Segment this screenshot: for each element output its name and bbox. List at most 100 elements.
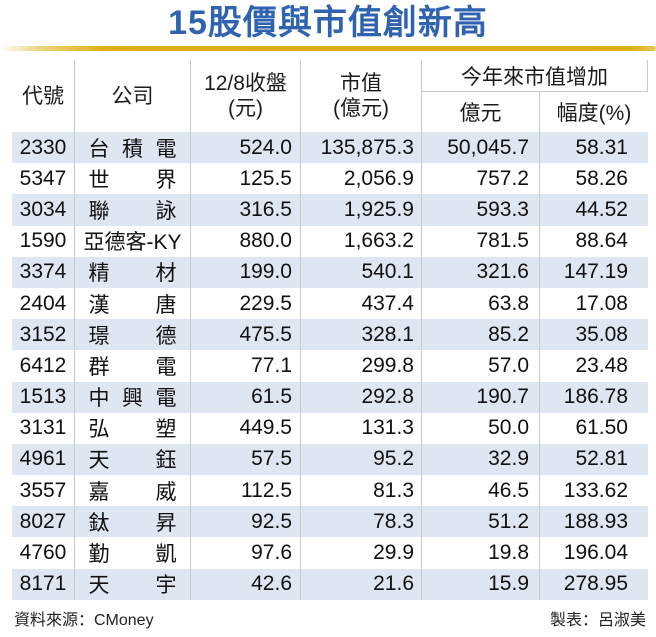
cell-company: 聯詠 bbox=[75, 194, 191, 226]
cell-code: 2404 bbox=[12, 287, 75, 320]
cell-code: 3034 bbox=[12, 194, 75, 226]
cell-close-price: 229.5 bbox=[191, 287, 301, 320]
table-body: 2330 台積電 524.0 135,875.3 50,045.7 58.31 … bbox=[12, 132, 648, 600]
cell-increase-pct: 147.19 bbox=[563, 260, 628, 284]
cell-close-price: 524.0 bbox=[191, 132, 301, 164]
cell-increase-amount: 63.8 bbox=[422, 287, 540, 320]
table-row: 6412 群電 77.1 299.8 57.0 23.48 bbox=[12, 350, 648, 382]
table-row: 3034 聯詠 316.5 1,925.9 593.3 44.52 bbox=[12, 194, 648, 226]
cell-close-price: 42.6 bbox=[191, 568, 301, 600]
cell-increase-pct: 58.26 bbox=[575, 166, 628, 190]
company-name: 漢唐 bbox=[88, 293, 177, 317]
cell-increase-pct: 88.64 bbox=[575, 229, 628, 253]
cell-company: 鈦昇 bbox=[75, 506, 191, 538]
header-marketcap-line2: (億元) bbox=[333, 97, 389, 120]
cell-company: 精材 bbox=[75, 256, 191, 288]
cell-increase-amount: 15.9 bbox=[422, 568, 540, 600]
cell-market-cap: 135,875.3 bbox=[301, 132, 422, 164]
header-marketcap: 市值 (億元) bbox=[301, 60, 422, 132]
header-code: 代號 bbox=[12, 60, 75, 132]
table-row: 3557 嘉威 112.5 81.3 46.5 133.62 bbox=[12, 475, 648, 507]
cell-code: 8027 bbox=[12, 506, 75, 538]
cell-close-price: 880.0 bbox=[191, 225, 301, 257]
header-marketcap-line1: 市值 bbox=[340, 72, 382, 95]
company-name: 聯詠 bbox=[88, 199, 177, 223]
cell-increase-amount: 757.2 bbox=[422, 163, 540, 195]
cell-company: 亞德客-KY bbox=[75, 225, 191, 257]
cell-increase-amount: 50.0 bbox=[422, 412, 540, 444]
cell-increase-amount: 57.0 bbox=[422, 350, 540, 382]
table-row: 3374 精材 199.0 540.1 321.6 147.19 bbox=[12, 256, 648, 288]
cell-company: 群電 bbox=[75, 350, 191, 382]
table-row: 2330 台積電 524.0 135,875.3 50,045.7 58.31 bbox=[12, 132, 648, 164]
gold-divider-rule bbox=[0, 46, 656, 51]
footer: 資料來源：CMoney 製表：呂淑美 bbox=[14, 606, 646, 630]
cell-market-cap: 1,925.9 bbox=[301, 194, 422, 226]
company-name: 世界 bbox=[88, 168, 177, 192]
table-row: 1513 中興電 61.5 292.8 190.7 186.78 bbox=[12, 381, 648, 413]
table-row: 4760 勤凱 97.6 29.9 19.8 196.04 bbox=[12, 537, 648, 569]
table-row: 3152 璟德 475.5 328.1 85.2 35.08 bbox=[12, 319, 648, 351]
cell-increase-pct: 52.81 bbox=[575, 447, 628, 471]
cell-company: 璟德 bbox=[75, 319, 191, 351]
cell-company: 台積電 bbox=[75, 132, 191, 164]
cell-market-cap: 437.4 bbox=[301, 287, 422, 320]
cell-code: 6412 bbox=[12, 350, 75, 382]
cell-code: 3374 bbox=[12, 256, 75, 288]
cell-close-price: 92.5 bbox=[191, 506, 301, 538]
company-name: 群電 bbox=[88, 355, 177, 379]
cell-increase-pct: 35.08 bbox=[575, 322, 628, 346]
table-row: 8027 鈦昇 92.5 78.3 51.2 188.93 bbox=[12, 506, 648, 538]
data-source-label: 資料來源：CMoney bbox=[14, 611, 154, 629]
cell-code: 3152 bbox=[12, 319, 75, 351]
cell-close-price: 97.6 bbox=[191, 537, 301, 569]
table-row: 2404 漢唐 229.5 437.4 63.8 17.08 bbox=[12, 287, 648, 320]
cell-close-price: 449.5 bbox=[191, 412, 301, 444]
cell-code: 3131 bbox=[12, 412, 75, 444]
cell-increase-amount: 46.5 bbox=[422, 475, 540, 507]
cell-increase-amount: 50,045.7 bbox=[422, 132, 540, 164]
cell-code: 3557 bbox=[12, 475, 75, 507]
table-row: 4961 天鈺 57.5 95.2 32.9 52.81 bbox=[12, 443, 648, 476]
table-row: 3131 弘塑 449.5 131.3 50.0 61.50 bbox=[12, 412, 648, 444]
cell-market-cap: 81.3 bbox=[301, 475, 422, 507]
cell-market-cap: 78.3 bbox=[301, 506, 422, 538]
company-name: 中興電 bbox=[88, 387, 177, 411]
cell-code: 8171 bbox=[12, 568, 75, 600]
cell-increase-amount: 85.2 bbox=[422, 319, 540, 351]
cell-code: 4961 bbox=[12, 443, 75, 476]
cell-market-cap: 1,663.2 bbox=[301, 225, 422, 257]
cell-increase-amount: 781.5 bbox=[422, 225, 540, 257]
cell-increase-amount: 19.8 bbox=[422, 537, 540, 569]
company-name: 天宇 bbox=[88, 574, 177, 598]
cell-code: 1513 bbox=[12, 381, 75, 413]
cell-increase-pct: 186.78 bbox=[563, 385, 628, 409]
cell-company: 嘉威 bbox=[75, 475, 191, 507]
cell-increase-amount: 593.3 bbox=[422, 194, 540, 226]
cell-market-cap: 540.1 bbox=[301, 256, 422, 288]
cell-market-cap: 328.1 bbox=[301, 319, 422, 351]
header-group-ytd-increase: 今年來市值增加 bbox=[422, 60, 648, 92]
company-name: 鈦昇 bbox=[88, 511, 177, 535]
table-row: 8171 天宇 42.6 21.6 15.9 278.95 bbox=[12, 568, 648, 600]
cell-market-cap: 299.8 bbox=[301, 350, 422, 382]
cell-market-cap: 21.6 bbox=[301, 568, 422, 600]
header-increase-pct: 幅度(%) bbox=[556, 102, 632, 125]
cell-increase-pct: 196.04 bbox=[563, 541, 628, 565]
cell-increase-amount: 321.6 bbox=[422, 256, 540, 288]
header-close: 12/8收盤 (元) bbox=[191, 60, 301, 132]
cell-market-cap: 2,056.9 bbox=[301, 163, 422, 195]
cell-company: 漢唐 bbox=[75, 287, 191, 320]
cell-close-price: 77.1 bbox=[191, 350, 301, 382]
table-header: 代號 公司 12/8收盤 (元) 市值 (億元) 今年來市值增加 億元 幅度(%… bbox=[12, 60, 648, 132]
cell-company: 勤凱 bbox=[75, 537, 191, 569]
stock-table: 代號 公司 12/8收盤 (元) 市值 (億元) 今年來市值增加 億元 幅度(%… bbox=[12, 60, 648, 600]
header-company: 公司 bbox=[75, 60, 191, 132]
page-title: 15股價與市值創新高 bbox=[168, 4, 488, 42]
cell-company: 世界 bbox=[75, 163, 191, 195]
cell-close-price: 199.0 bbox=[191, 256, 301, 288]
cell-code: 5347 bbox=[12, 163, 75, 195]
company-name: 台積電 bbox=[88, 137, 177, 161]
cell-code: 4760 bbox=[12, 537, 75, 569]
cell-increase-amount: 190.7 bbox=[422, 381, 540, 413]
